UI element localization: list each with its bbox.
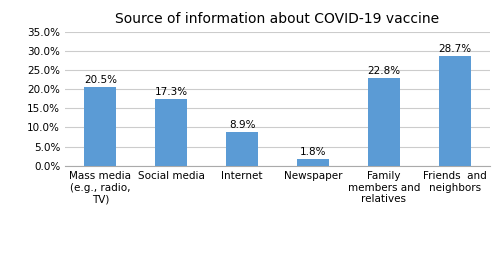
- Bar: [368, 78, 400, 166]
- Text: 17.3%: 17.3%: [154, 88, 188, 98]
- Bar: [297, 159, 329, 166]
- Text: 22.8%: 22.8%: [368, 66, 400, 76]
- Title: Source of information about COVID-19 vaccine: Source of information about COVID-19 vac…: [116, 12, 440, 26]
- Text: 1.8%: 1.8%: [300, 147, 326, 157]
- Text: 20.5%: 20.5%: [84, 75, 117, 85]
- Bar: [439, 56, 470, 166]
- Bar: [226, 132, 258, 166]
- Bar: [155, 99, 187, 166]
- Bar: [84, 87, 116, 166]
- Text: 28.7%: 28.7%: [438, 44, 472, 54]
- Text: 8.9%: 8.9%: [229, 120, 256, 130]
